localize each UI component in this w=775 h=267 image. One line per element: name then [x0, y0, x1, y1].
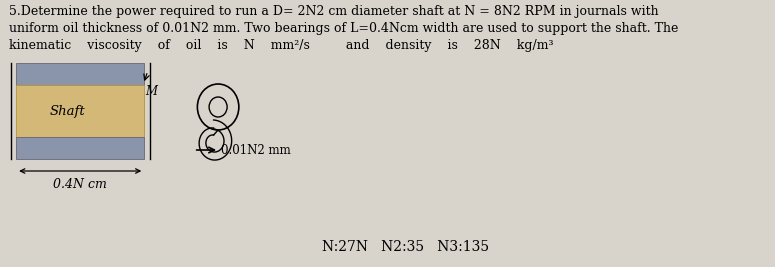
Bar: [16, 85, 144, 137]
Bar: [16, 137, 144, 159]
Text: 5.Determine the power required to run a D= 2N2 cm diameter shaft at N = 8N2 RPM : 5.Determine the power required to run a …: [9, 5, 659, 18]
Text: Shaft: Shaft: [50, 104, 85, 117]
Text: 0.01N2 mm: 0.01N2 mm: [221, 143, 291, 156]
Text: 0.4N cm: 0.4N cm: [53, 178, 107, 191]
Text: uniform oil thickness of 0.01N2 mm. Two bearings of L=0.4Ncm width are used to s: uniform oil thickness of 0.01N2 mm. Two …: [9, 22, 678, 35]
Text: M: M: [145, 85, 157, 98]
Text: N:27N   N2:35   N3:135: N:27N N2:35 N3:135: [322, 240, 489, 254]
Bar: [16, 63, 144, 85]
Text: kinematic    viscosity    of    oil    is    N    mm²/s         and    density  : kinematic viscosity of oil is N mm²/s an…: [9, 39, 553, 52]
